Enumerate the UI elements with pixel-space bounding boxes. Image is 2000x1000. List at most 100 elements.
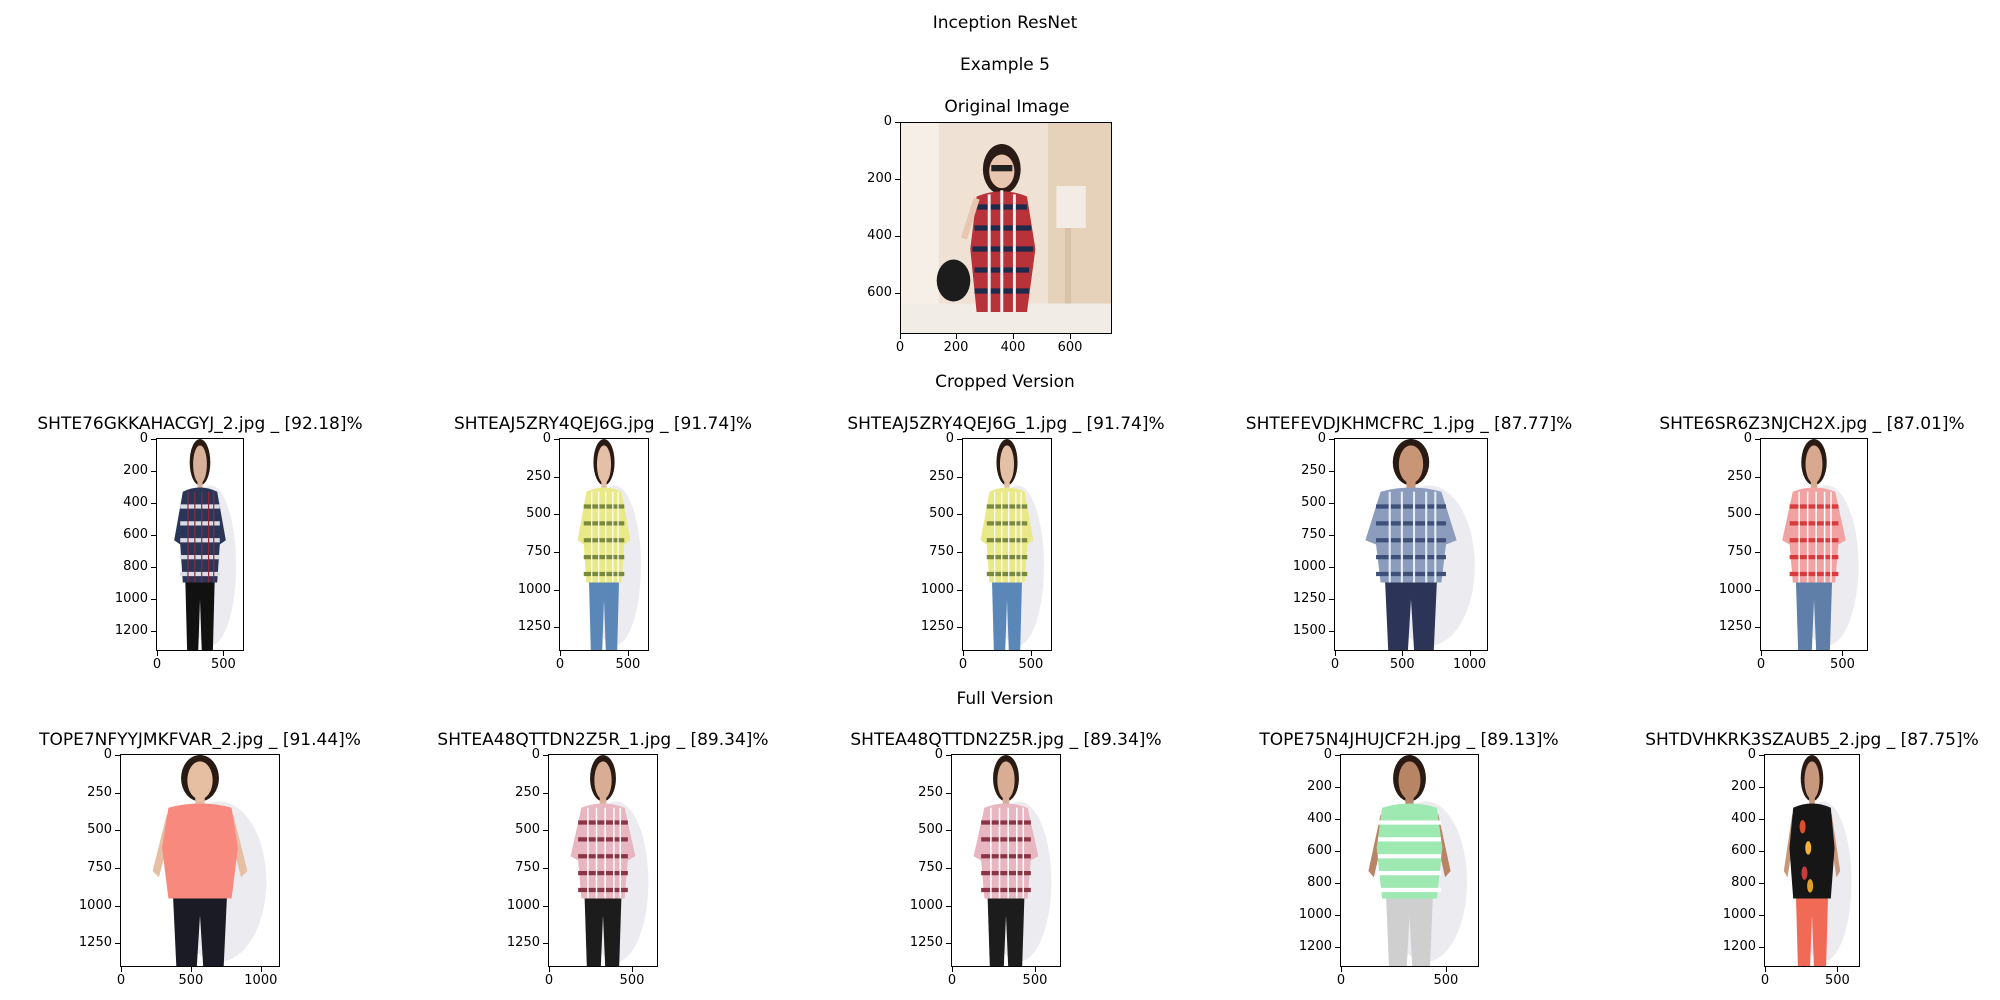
x-tick-label: 600 <box>1057 340 1083 355</box>
x-tick-label: 0 <box>895 340 905 355</box>
y-tick-label: 0 <box>542 431 551 446</box>
y-tick-label: 0 <box>139 431 148 446</box>
x-tick-label: 500 <box>619 973 645 988</box>
x-tick-label: 500 <box>1389 657 1415 672</box>
y-tick-mark <box>543 905 548 907</box>
full-result-axes <box>1340 754 1479 967</box>
y-tick-mark <box>946 868 951 870</box>
figure-subtitle: Example 5 <box>960 55 1050 75</box>
cropped-result-panel: 0 250 500 750 1000 1250 1500 0 500 1000 <box>1293 432 1488 672</box>
full-item-title: SHTDVHKRK3SZAUB5_2.jpg _ [87.75]% <box>1645 730 1979 750</box>
x-tick-label: 500 <box>615 657 641 672</box>
y-tick-label: 500 <box>515 822 540 838</box>
y-tick-mark <box>957 514 962 516</box>
figure-title: Inception ResNet <box>932 13 1078 33</box>
x-tick-label: 400 <box>1000 340 1026 355</box>
y-tick-label: 1250 <box>920 619 954 635</box>
y-tick-mark <box>957 439 962 440</box>
y-tick-mark <box>946 905 951 907</box>
cropped-item-title: SHTE76GKKAHACGYJ_2.jpg _ [92.18]% <box>37 414 363 434</box>
x-tick-mark <box>1842 651 1844 656</box>
full-result-photo <box>1341 755 1478 966</box>
x-tick-mark <box>1837 967 1839 972</box>
y-tick-label: 600 <box>867 285 892 300</box>
y-tick-mark <box>1759 787 1764 789</box>
y-tick-label: 1250 <box>78 935 112 951</box>
y-tick-label: 0 <box>103 747 112 762</box>
y-tick-mark <box>957 552 962 554</box>
y-tick-label: 1000 <box>1298 907 1332 923</box>
y-tick-mark <box>1335 755 1340 756</box>
original-image-title: Original Image <box>944 97 1070 117</box>
x-tick-mark <box>121 967 122 972</box>
cropped-result-axes <box>1334 438 1488 651</box>
y-tick-mark <box>151 567 156 569</box>
full-result-panel: 0 200 400 600 800 1000 1200 0 500 <box>1299 748 1479 988</box>
y-tick-mark <box>1329 567 1334 569</box>
x-tick-label: 0 <box>1756 657 1766 672</box>
y-tick-label: 1250 <box>1718 619 1752 635</box>
full-result-photo <box>1765 755 1859 966</box>
cropped-result-panel: 0 250 500 750 1000 1250 0 500 <box>921 432 1052 672</box>
y-tick-mark <box>1335 883 1340 885</box>
x-tick-label: 1000 <box>1453 657 1487 672</box>
x-tick-mark <box>1034 967 1036 972</box>
x-tick-label: 0 <box>116 973 126 988</box>
y-tick-mark <box>895 293 900 294</box>
y-tick-mark <box>1759 755 1764 756</box>
x-tick-mark <box>900 334 901 339</box>
y-tick-label: 1250 <box>506 935 540 951</box>
x-tick-label: 0 <box>958 657 968 672</box>
y-tick-label: 0 <box>934 747 943 762</box>
y-tick-mark <box>895 122 900 123</box>
y-tick-mark <box>1335 851 1340 853</box>
y-tick-mark <box>946 755 951 756</box>
y-tick-label: 250 <box>1727 468 1752 484</box>
x-tick-mark <box>1335 651 1336 656</box>
full-result-panel: 0 250 500 750 1000 1250 0 500 1000 <box>79 748 280 988</box>
y-tick-mark <box>151 471 156 473</box>
x-tick-mark <box>1469 651 1471 656</box>
y-tick-mark <box>1335 787 1340 789</box>
x-tick-label: 0 <box>947 973 957 988</box>
cropped-item-title: SHTEAJ5ZRY4QEJ6G_1.jpg _ [91.74]% <box>847 414 1165 434</box>
y-tick-label: 500 <box>918 822 943 838</box>
full-item-title: TOPE7NFYYJMKFVAR_2.jpg _ [91.44]% <box>39 730 361 750</box>
y-tick-label: 500 <box>526 506 551 522</box>
x-tick-label: 200 <box>943 340 969 355</box>
y-tick-label: 800 <box>123 559 148 575</box>
y-tick-label: 600 <box>1307 843 1332 859</box>
cropped-result-axes <box>1760 438 1868 651</box>
y-tick-mark <box>115 868 120 870</box>
y-tick-label: 400 <box>123 495 148 511</box>
y-tick-label: 1000 <box>909 897 943 913</box>
x-tick-label: 500 <box>1433 973 1459 988</box>
y-tick-label: 500 <box>929 506 954 522</box>
x-tick-mark <box>549 967 550 972</box>
x-tick-mark <box>1445 967 1447 972</box>
y-tick-mark <box>543 868 548 870</box>
y-tick-label: 1200 <box>1722 939 1756 955</box>
x-tick-mark <box>627 651 629 656</box>
y-tick-mark <box>115 792 120 794</box>
y-tick-mark <box>1329 631 1334 633</box>
y-tick-label: 0 <box>1747 747 1756 762</box>
y-tick-label: 0 <box>1323 747 1332 762</box>
y-tick-mark <box>1759 883 1764 885</box>
y-tick-mark <box>543 792 548 794</box>
x-tick-mark <box>1070 334 1071 339</box>
cropped-result-axes <box>962 438 1052 651</box>
y-tick-label: 1200 <box>114 623 148 639</box>
y-tick-mark <box>554 589 559 591</box>
cropped-result-photo <box>963 439 1051 650</box>
y-tick-label: 600 <box>1731 843 1756 859</box>
x-tick-mark <box>190 967 192 972</box>
y-tick-mark <box>151 599 156 601</box>
cropped-section-title: Cropped Version <box>935 372 1075 392</box>
y-tick-mark <box>1329 535 1334 537</box>
y-tick-label: 1250 <box>517 619 551 635</box>
y-tick-label: 1000 <box>1718 581 1752 597</box>
y-tick-label: 250 <box>515 784 540 800</box>
x-tick-mark <box>963 651 964 656</box>
x-tick-mark <box>631 967 633 972</box>
